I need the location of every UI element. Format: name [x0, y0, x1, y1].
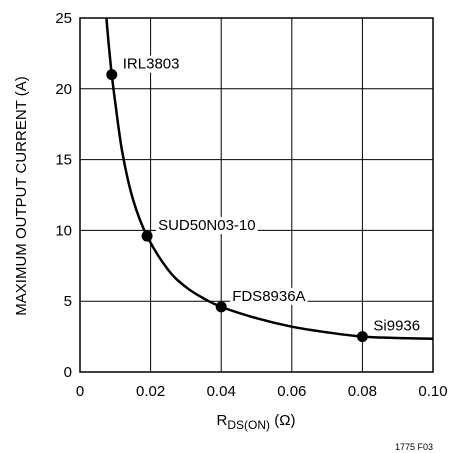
data-point-label-background — [120, 55, 182, 73]
data-point-label: IRL3803 — [123, 56, 180, 73]
y-tick-labels: 0 5 10 15 20 25 — [55, 10, 72, 381]
data-point-label-background — [230, 287, 308, 305]
data-point-label-background — [156, 217, 258, 235]
y-tick-label: 15 — [55, 152, 72, 169]
data-point-label: Si9936 — [373, 318, 420, 335]
x-axis-label: RDS(ON) (Ω) — [217, 412, 296, 432]
data-point-label-background — [371, 317, 423, 335]
data-point — [215, 301, 227, 313]
x-tick-label: 0.04 — [207, 383, 236, 400]
x-tick-label: 0.08 — [348, 383, 377, 400]
data-point — [106, 69, 118, 81]
x-tick-labels: 0 0.02 0.04 0.06 0.08 0.10 — [76, 383, 448, 400]
y-tick-label: 25 — [55, 10, 72, 27]
x-axis-label-sub: DS(ON) — [227, 418, 270, 432]
x-tick-label: 0.06 — [277, 383, 306, 400]
y-tick-label: 10 — [55, 222, 72, 239]
x-tick-label: 0.10 — [418, 383, 447, 400]
figure-id: 1775 F03 — [395, 442, 433, 452]
data-point-label: SUD50N03-10 — [158, 217, 256, 234]
data-curve — [105, 17, 434, 340]
plot-frame — [79, 17, 434, 373]
x-tick-label: 0.02 — [136, 383, 165, 400]
y-tick-label: 5 — [64, 293, 72, 310]
y-tick-label: 0 — [64, 364, 72, 381]
x-tick-label: 0 — [76, 383, 84, 400]
x-axis-label-unit: (Ω) — [270, 412, 295, 429]
y-tick-label: 20 — [55, 81, 72, 98]
x-axis-label-main: R — [217, 412, 228, 429]
data-points: IRL3803 SUD50N03-10 FDS8936A Si9936 — [106, 55, 423, 343]
data-point — [356, 331, 368, 343]
y-axis-label: MAXIMUM OUTPUT CURRENT (A) — [13, 76, 30, 315]
data-point — [141, 230, 153, 242]
data-point-label: FDS8936A — [232, 288, 305, 305]
